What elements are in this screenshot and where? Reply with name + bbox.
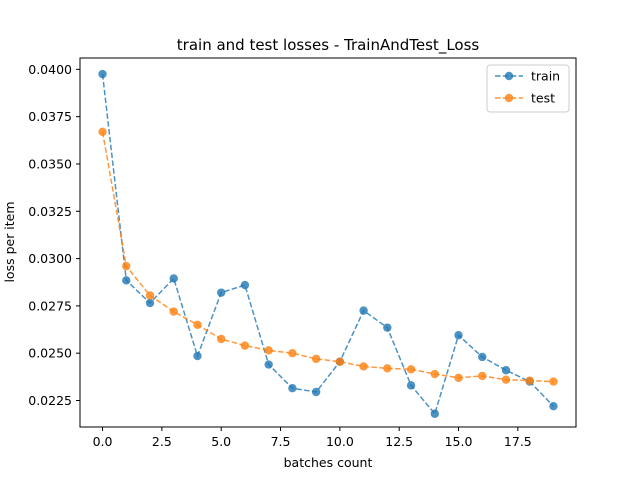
data-point-train [430,409,439,418]
data-point-train [193,351,202,361]
data-point-test [145,291,155,300]
data-point-test [549,377,558,386]
data-point-test [501,375,511,384]
legend: train test [486,64,570,113]
data-point-train [501,366,511,375]
x-axis-label: batches count [284,455,373,470]
x-tick-label: 7.5 [271,434,291,449]
data-point-train [549,401,558,411]
data-point-test [359,362,368,371]
data-point-test [383,364,392,373]
data-point-test [193,320,202,330]
data-point-test [169,307,178,316]
data-point-test [98,127,107,136]
data-point-train [145,298,155,308]
data-point-train [288,384,297,393]
data-point-train [359,306,368,315]
y-tick-label: 0.0350 [28,156,72,171]
data-point-train [311,387,321,397]
series-line-train [101,73,554,416]
data-point-test [288,349,297,358]
y-tick-label: 0.0250 [28,346,72,361]
data-point-test [122,261,131,271]
chart-title: train and test losses - TrainAndTest_Los… [177,36,480,55]
data-point-test [264,346,273,355]
axes-frame [79,57,577,428]
legend-entry-train: train [495,69,560,84]
y-axis-label: loss per item [2,201,17,282]
x-tick-label: 2.5 [152,434,172,449]
y-tick-label: 0.0300 [28,251,72,266]
data-point-test [311,354,321,364]
data-point-train [478,352,487,362]
y-tick-label: 0.0225 [28,393,72,408]
legend-label-test: test [531,91,555,106]
x-tick-label: 12.5 [385,434,413,449]
series-train [98,69,558,418]
data-point-train [98,69,107,79]
x-tick-label: 0.0 [93,434,113,449]
x-axis: 0.0 2.5 5.0 7.5 10.0 12.5 15.0 17.5 [93,427,532,449]
data-point-train [169,274,178,283]
data-point-test [217,334,226,344]
legend-entry-test: test [495,91,555,106]
x-tick-label: 5.0 [211,434,231,449]
y-axis: 0.0225 0.0250 0.0275 0.0300 0.0325 0.0350 0.03… [28,62,80,408]
series-test [98,127,558,386]
data-point-train [217,288,226,297]
data-point-train [406,381,416,390]
y-tick-label: 0.0325 [28,204,72,219]
legend-marker-test [504,93,514,103]
data-point-test [525,376,534,385]
y-tick-label: 0.0400 [28,62,72,77]
data-point-train [240,280,250,290]
legend-label-train: train [531,69,560,84]
x-tick-label: 17.5 [504,434,532,449]
data-point-test [406,365,416,374]
data-point-train [122,276,131,285]
x-tick-label: 10.0 [326,434,354,449]
data-point-train [454,331,463,340]
data-point-test [335,357,345,366]
legend-marker-train [504,71,514,81]
data-point-test [454,373,463,382]
y-tick-label: 0.0375 [28,109,72,124]
data-point-train [264,360,273,369]
plot-area [98,69,558,418]
data-point-test [478,371,487,381]
data-point-test [240,341,250,350]
data-point-train [383,323,392,332]
data-point-test [430,369,439,379]
x-tick-label: 15.0 [445,434,473,449]
y-tick-label: 0.0275 [28,298,72,313]
